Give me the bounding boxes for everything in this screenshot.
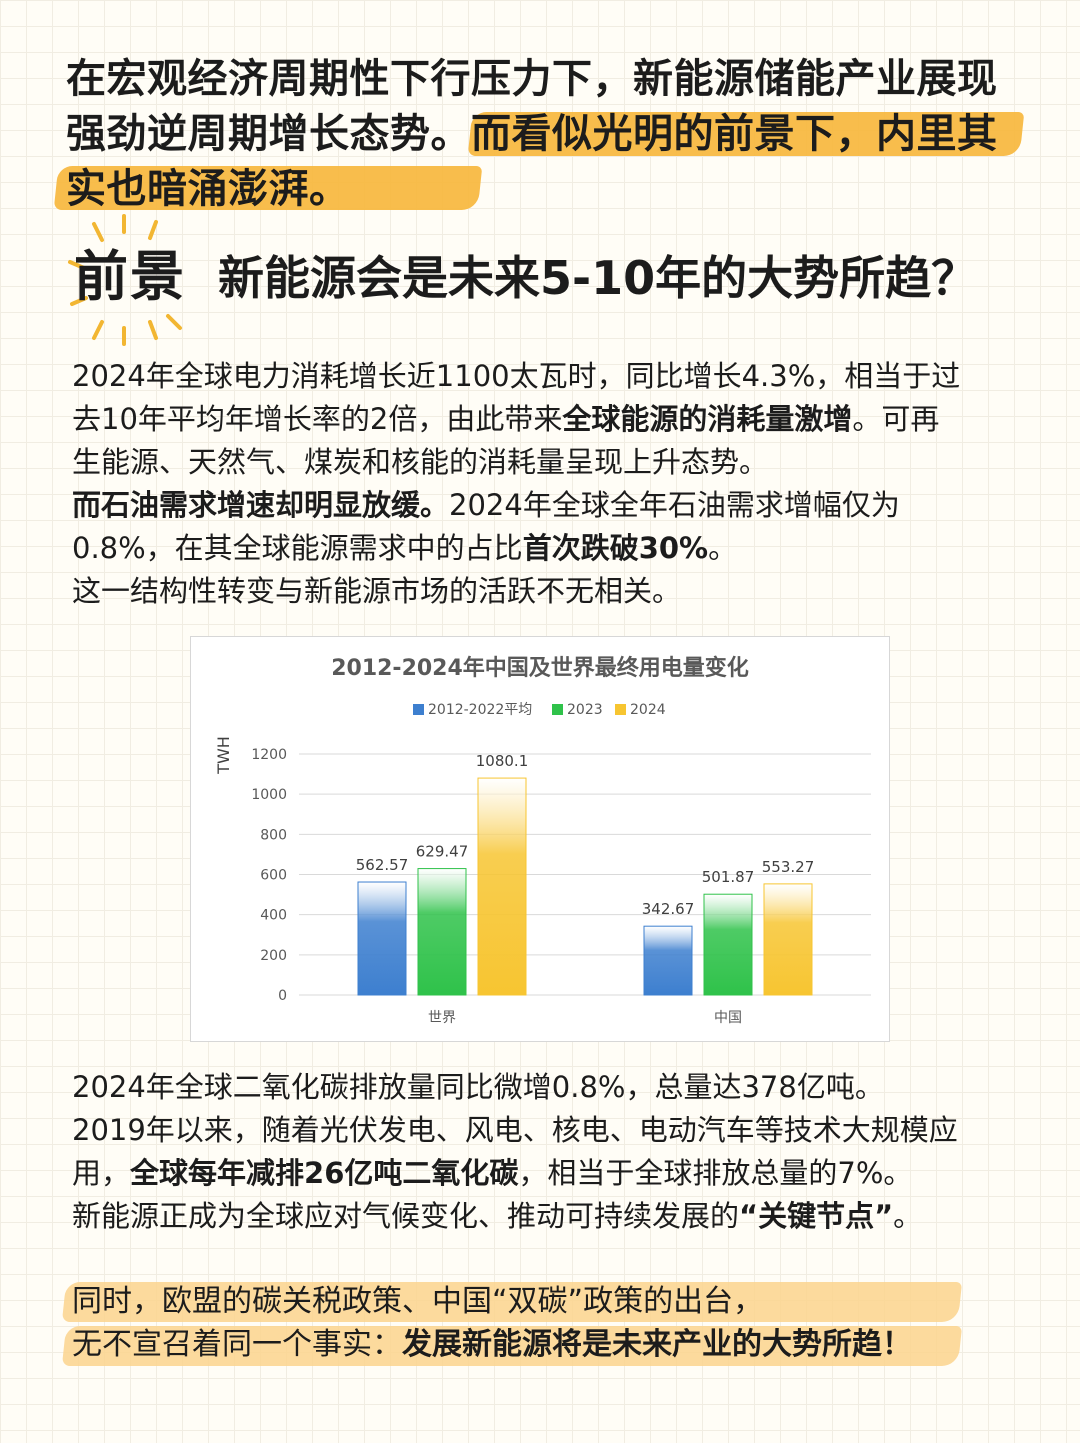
y-axis-label: TWH <box>214 736 233 775</box>
electricity-chart: 2012-2024年中国及世界最终用电量变化 2012-2022平均 2023 20… <box>190 636 890 1042</box>
x-category-label: 中国 <box>714 1010 742 1026</box>
y-tick-label: 400 <box>260 908 287 924</box>
chart-legend: 2012-2022平均 2023 2024 <box>413 702 666 718</box>
section-tag: 前景 <box>74 245 186 308</box>
legend-label: 2012-2022平均 <box>428 702 532 718</box>
x-category-label: 世界 <box>428 1010 456 1026</box>
chart-bars <box>357 777 813 996</box>
data-labels: 562.57 629.47 1080.1 342.67 501.87 553.27 <box>356 752 815 918</box>
bar <box>763 883 813 996</box>
y-tick-label: 800 <box>260 827 287 843</box>
headline-line-1: 在宏观经济周期性下行压力下，新能源储能产业展现 <box>66 56 998 102</box>
headline-line-2: 强劲逆周期增长态势。而看似光明的前景下，内里其 <box>66 111 998 157</box>
bar <box>643 925 693 996</box>
legend-label: 2024 <box>630 702 666 718</box>
sunburst-decoration-icon <box>68 214 182 346</box>
y-tick-label: 600 <box>260 868 287 884</box>
y-axis-ticks: 0 200 400 600 800 1000 1200 <box>251 747 287 1004</box>
paragraph-electricity: 2024年全球电力消耗增长近1100太瓦时，同比增长4.3%，相当于过 去10年… <box>72 359 961 608</box>
y-tick-label: 1000 <box>251 787 287 803</box>
headline: 在宏观经济周期性下行压力下，新能源储能产业展现 强劲逆周期增长态势。而看似光明的… <box>66 52 1026 217</box>
legend-swatch <box>413 704 424 715</box>
bar-value-label: 501.87 <box>702 868 755 886</box>
bar <box>477 777 527 996</box>
bar <box>703 893 753 996</box>
legend-swatch <box>552 704 563 715</box>
chart-title: 2012-2024年中国及世界最终用电量变化 <box>331 655 749 681</box>
y-tick-label: 200 <box>260 948 287 964</box>
section-title: 新能源会是未来5-10年的大势所趋？ <box>218 251 978 305</box>
x-axis-categories: 世界 中国 <box>428 1010 742 1026</box>
paragraph-emissions: 2024年全球二氧化碳排放量同比微增0.8%，总量达378亿吨。 2019年以来… <box>72 1070 958 1233</box>
bar-value-label: 629.47 <box>416 843 469 861</box>
bar <box>417 868 467 996</box>
bar-value-label: 342.67 <box>642 900 695 918</box>
y-tick-label: 1200 <box>251 747 287 763</box>
bar-value-label: 562.57 <box>356 856 409 874</box>
legend-swatch <box>615 704 626 715</box>
legend-label: 2023 <box>567 702 603 718</box>
headline-line-3: 实也暗涌澎湃。 <box>66 166 350 212</box>
bar-value-label: 553.27 <box>762 858 815 876</box>
y-tick-label: 0 <box>278 988 287 1004</box>
bar <box>357 881 407 996</box>
paragraph-conclusion: 同时，欧盟的碳关税政策、中国“双碳”政策的出台， 无不宣召着同一个事实：发展新能… <box>72 1284 912 1362</box>
bar-value-label: 1080.1 <box>476 752 529 770</box>
